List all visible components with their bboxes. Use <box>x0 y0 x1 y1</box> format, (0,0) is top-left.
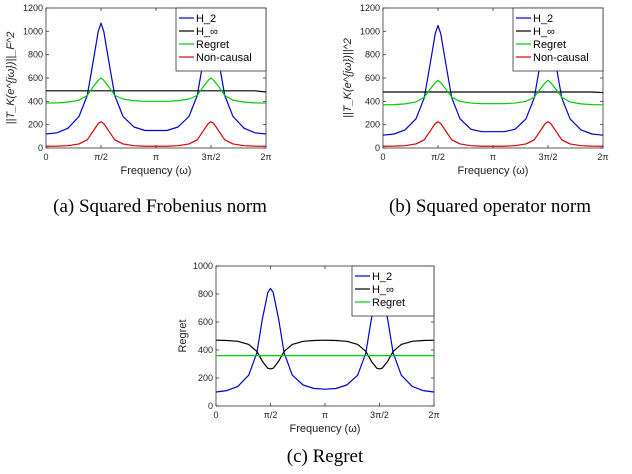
chart-panel-3: 0 π/2 π 3π/2 2π 0 200 400 600 800 1000 Frequency (ω… <box>177 261 440 467</box>
figure-caption: (b) Squared operator norm <box>389 196 591 217</box>
y-axis-label: ||T_K(e^{jω})||^2 <box>342 38 354 118</box>
x-tick-label: 0 <box>380 152 385 162</box>
legend-entry: Non-causal <box>533 52 589 64</box>
series-line-h-2 <box>45 22 267 135</box>
legend-entry: H_2 <box>196 13 216 25</box>
x-tick-label: 3π/2 <box>539 152 558 162</box>
series-line-regret <box>382 79 604 106</box>
y-tick-label: 600 <box>198 317 213 327</box>
legend-entry: H_∞ <box>372 284 394 296</box>
legend <box>351 265 435 317</box>
legend-entry: H_∞ <box>196 26 218 38</box>
x-axis-label: Frequency (ω) <box>121 165 192 177</box>
legend-entry: Regret <box>533 39 566 51</box>
series-line-h-2 <box>215 287 435 393</box>
y-axis-label: ||T_K(e^{jω})||_F^2 <box>5 32 17 125</box>
x-tick-label: 2π <box>597 152 608 162</box>
figure-caption: (a) Squared Frobenius norm <box>53 196 267 217</box>
y-tick-label: 600 <box>365 73 380 83</box>
y-tick-label: 200 <box>365 120 380 130</box>
x-tick-label: 3π/2 <box>370 410 389 420</box>
y-axis-label: Regret <box>177 319 189 352</box>
x-tick-label: π/2 <box>94 152 108 162</box>
y-tick-label: 200 <box>198 373 213 383</box>
y-tick-label: 0 <box>375 143 380 153</box>
chart-panel-1: 0 π/2 π 3π/2 2π 0 200 400 600 800 1000 1200 Frequenc… <box>5 3 272 217</box>
y-tick-label: 0 <box>208 401 213 411</box>
y-tick-label: 400 <box>365 96 380 106</box>
legend-entry: H_∞ <box>533 26 555 38</box>
series-line-non-causal <box>45 121 267 147</box>
y-tick-label: 0 <box>38 143 43 153</box>
y-tick-label: 200 <box>28 120 43 130</box>
y-tick-label: 400 <box>28 96 43 106</box>
legend-entry: H_2 <box>372 271 392 283</box>
legend-entry: Regret <box>196 39 229 51</box>
y-tick-label: 1000 <box>23 26 43 36</box>
figure-caption: (c) Regret <box>287 446 364 467</box>
y-tick-label: 1000 <box>360 26 380 36</box>
y-tick-label: 1200 <box>360 3 380 13</box>
y-tick-label: 400 <box>198 345 213 355</box>
series-line-non-causal <box>382 121 604 147</box>
series-line-regret <box>45 77 267 104</box>
x-tick-label: π/2 <box>264 410 278 420</box>
x-tick-label: π/2 <box>431 152 445 162</box>
legend-entry: Non-causal <box>196 52 252 64</box>
series-line-h-2 <box>382 24 604 136</box>
x-axis-label: Frequency (ω) <box>290 423 361 435</box>
x-tick-label: π <box>153 152 159 162</box>
x-tick-label: 0 <box>43 152 48 162</box>
chart-panel-2: 0 π/2 π 3π/2 2π 0 200 400 600 800 1000 1200 Frequenc… <box>342 3 609 217</box>
y-tick-label: 1200 <box>23 3 43 13</box>
x-tick-label: 2π <box>428 410 439 420</box>
y-tick-label: 600 <box>28 73 43 83</box>
x-tick-label: π <box>490 152 496 162</box>
series-line-h- <box>46 90 267 93</box>
y-tick-label: 1000 <box>193 261 213 271</box>
y-tick-label: 800 <box>198 289 213 299</box>
y-tick-label: 800 <box>365 50 380 60</box>
legend-entry: H_2 <box>533 13 553 25</box>
x-tick-label: 0 <box>213 410 218 420</box>
x-tick-label: 2π <box>260 152 271 162</box>
series-line-h- <box>383 91 604 94</box>
y-tick-label: 800 <box>28 50 43 60</box>
x-axis-label: Frequency (ω) <box>458 165 529 177</box>
series-line-h- <box>215 339 435 370</box>
legend-entry: Regret <box>372 297 405 309</box>
x-tick-label: 3π/2 <box>202 152 221 162</box>
x-tick-label: π <box>322 410 328 420</box>
